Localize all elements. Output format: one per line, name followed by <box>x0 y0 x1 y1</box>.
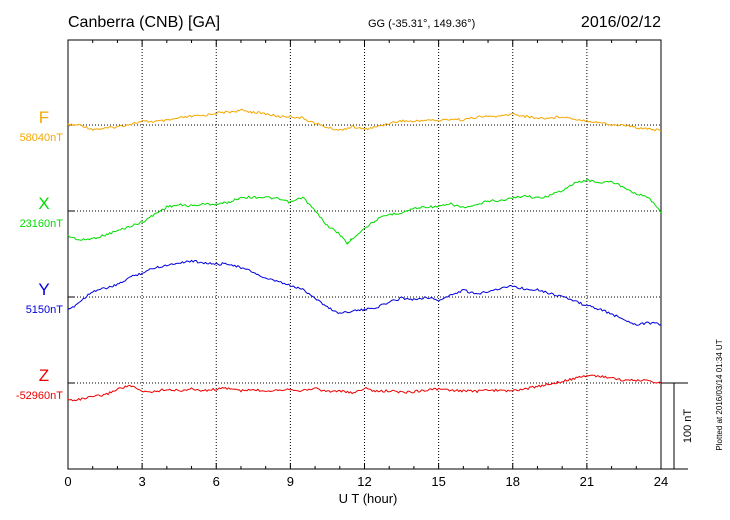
x-tick-label: 12 <box>357 474 371 489</box>
baseline-label-x: 23160nT <box>20 218 64 230</box>
series-line-y <box>67 259 662 326</box>
scale-bar-label: 100 nT <box>682 409 694 444</box>
baseline-label-z: -52960nT <box>16 390 63 402</box>
x-axis-label: U T (hour) <box>339 491 398 506</box>
x-tick-label: 0 <box>64 474 71 489</box>
plot-frame <box>67 39 662 470</box>
date-label: 2016/02/12 <box>581 14 661 31</box>
baseline-label-f: 58040nT <box>20 132 64 144</box>
baseline-label-y: 5150nT <box>26 304 64 316</box>
series-line-z <box>67 374 662 402</box>
coordinates-label: GG (-35.31°, 149.36°) <box>368 18 475 30</box>
x-tick-label: 9 <box>287 474 294 489</box>
series-line-x <box>67 179 662 245</box>
station-title: Canberra (CNB) [GA] <box>68 14 220 31</box>
x-tick-label: 24 <box>654 474 668 489</box>
x-tick-label: 18 <box>506 474 520 489</box>
series-line-f <box>67 108 662 132</box>
x-tick-label: 3 <box>139 474 146 489</box>
series-name-z: Z <box>39 366 49 385</box>
series-name-f: F <box>39 108 49 127</box>
grid <box>68 40 661 469</box>
series-name-y: Y <box>38 280 49 299</box>
series-name-x: X <box>38 194 49 213</box>
series-group <box>67 108 662 402</box>
scale-bar: 100 nT <box>661 382 694 470</box>
plotted-timestamp: Plotted at 2016/03/14 01:34 UT <box>715 339 724 450</box>
x-tick-label: 21 <box>580 474 594 489</box>
x-tick-label: 6 <box>213 474 220 489</box>
x-tick-label: 15 <box>431 474 445 489</box>
series-labels: F 58040nT X 23160nT Y 5150nT Z -52960nT <box>16 108 63 402</box>
x-axis-ticks: 0 3 6 9 12 15 18 21 24 <box>64 40 668 489</box>
